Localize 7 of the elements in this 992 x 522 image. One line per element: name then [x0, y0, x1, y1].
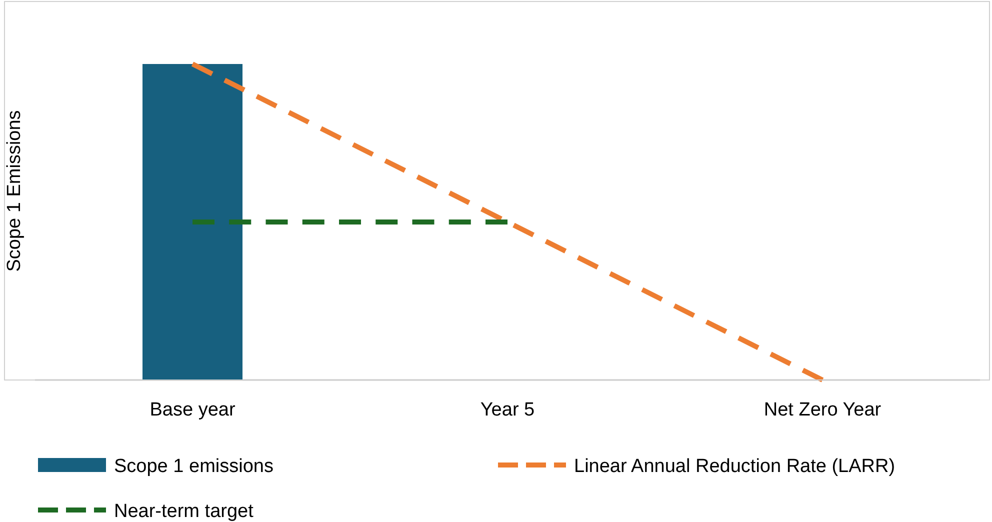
y-axis-title: Scope 1 Emissions [4, 110, 25, 272]
x-tick-label: Year 5 [480, 399, 535, 420]
x-tick-label: Net Zero Year [764, 399, 882, 420]
x-tick-label: Base year [150, 399, 236, 420]
legend-label: Scope 1 emissions [114, 456, 274, 477]
legend-label: Near-term target [114, 501, 254, 522]
legend-label: Linear Annual Reduction Rate (LARR) [574, 456, 896, 477]
